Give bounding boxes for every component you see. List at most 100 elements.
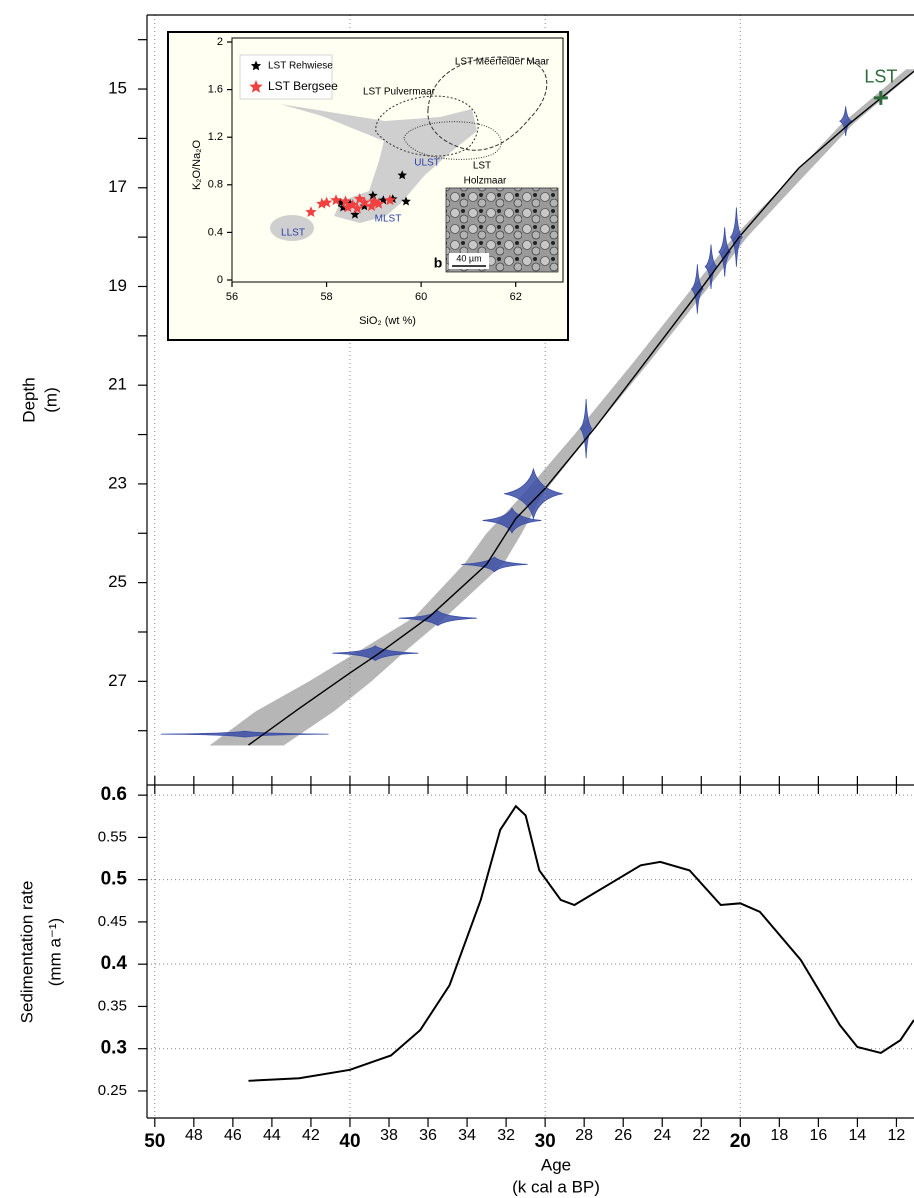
x-tick-label: 42 (302, 1127, 320, 1144)
annotation: MLST (375, 214, 402, 225)
date-distribution (690, 264, 704, 314)
scale-bar-label: 40 µm (456, 253, 481, 263)
y-tick-label: 17 (108, 177, 127, 196)
tephra-marker (873, 90, 888, 105)
plot-area (248, 804, 914, 1082)
legend-label: LST Rehwiese (268, 61, 333, 72)
x-axis-label: Age (541, 1155, 571, 1174)
y-tick-label: 0.35 (98, 997, 127, 1014)
data-point (359, 201, 370, 211)
plot-area (160, 69, 914, 746)
x-tick-label: 30 (535, 1131, 556, 1152)
x-tick-label: 20 (730, 1131, 751, 1152)
x-tick-label: 60 (415, 291, 427, 303)
y-tick-label: 0.45 (98, 913, 127, 930)
y-tick-label: 21 (108, 375, 127, 394)
inset-plot-frame (231, 37, 564, 283)
date-distribution (332, 645, 419, 662)
y-axis-label: (mm a⁻¹) (45, 918, 64, 986)
data-point (368, 195, 380, 207)
x-tick-label: 34 (458, 1127, 476, 1144)
data-point (365, 200, 378, 212)
y-axis-label: K₂O/Na₂O (191, 140, 203, 191)
date-distribution (579, 398, 593, 459)
data-point (384, 194, 396, 206)
annotation: LST (473, 161, 491, 172)
data-point (320, 196, 333, 208)
pulvermaar-field (375, 95, 479, 157)
scale-bar-box (449, 253, 489, 269)
x-tick-label: 46 (224, 1127, 242, 1144)
x-tick-label: 58 (320, 291, 332, 303)
y-tick-label: 0.25 (98, 1082, 127, 1099)
y-tick-label: 0.4 (208, 226, 223, 238)
tephra-label: LST (864, 67, 897, 87)
data-point (305, 206, 317, 217)
date-distribution (160, 730, 329, 738)
y-tick-label: 19 (108, 276, 127, 295)
inset: 56 58 60 62 0 0.4 0.8 1.2 1.6 2 SiO₂ (wt %) K₂O/Na₂… (167, 31, 569, 341)
age-depth-model (248, 70, 914, 746)
x-tick-label: 14 (849, 1127, 867, 1144)
x-tick-label: 24 (653, 1127, 671, 1144)
rate-line (248, 804, 914, 1082)
age-depth-panel: LST 15 17 19 21 23 25 27 Depth (m) (19, 39, 914, 746)
x-tick-label: 18 (770, 1127, 788, 1144)
annotation: LST Meerfelder Maar (455, 57, 550, 68)
y-tick-label: 0.4 (101, 953, 128, 974)
data-point (397, 170, 407, 180)
x-tick-label: 12 (888, 1127, 906, 1144)
y-tick-label: 0.6 (101, 784, 127, 805)
y-axis-label: Depth (19, 377, 38, 422)
llst-field (270, 215, 314, 241)
inset-box (167, 31, 569, 341)
annotation: LLST (281, 228, 305, 239)
date-distribution (482, 507, 542, 534)
data-point (372, 197, 385, 209)
x-axis-label: SiO₂ (wt %) (359, 315, 416, 327)
x-tick-label: 36 (419, 1127, 437, 1144)
x-tick-label: 32 (497, 1127, 515, 1144)
x-tick-label: 62 (510, 291, 522, 303)
legend-swatch (249, 80, 263, 93)
y-tick-label: 0.8 (208, 179, 223, 191)
x-tick-label: 38 (380, 1127, 398, 1144)
y-tick-label: 27 (108, 671, 127, 690)
date-distribution (730, 207, 743, 267)
x-tick-label: 44 (263, 1127, 281, 1144)
data-point (368, 190, 378, 200)
date-distribution (504, 467, 563, 521)
y-tick-label: 0 (217, 274, 223, 286)
data-point (354, 193, 366, 204)
x-tick-label: 50 (144, 1131, 165, 1152)
meerfelder-field (427, 56, 548, 151)
y-tick-label: 25 (108, 572, 127, 591)
data-point (342, 201, 354, 213)
data-point (330, 194, 342, 206)
annotation: LST Pulvermaar (363, 87, 436, 98)
x-tick-label: 28 (575, 1127, 593, 1144)
x-tick-label: 16 (809, 1127, 827, 1144)
y-tick-label: 1.6 (208, 84, 223, 96)
y-tick-label: 2 (217, 36, 223, 48)
legend-swatch (250, 60, 262, 71)
sedimentation-panel: 50 48 46 44 42 40 38 36 34 32 30 28 26 24 22 20 18 16 14 12… (17, 15, 914, 1196)
x-tick-label: 40 (339, 1131, 360, 1152)
y-tick-label: 0.3 (101, 1038, 127, 1059)
data-point (351, 202, 363, 214)
y-tick-label: 0.5 (101, 869, 128, 890)
y-tick-label: 0.55 (98, 828, 127, 845)
x-tick-label: 26 (614, 1127, 632, 1144)
annotation: Holzmaar (464, 176, 507, 187)
x-axis-label: (k cal a BP) (512, 1177, 600, 1196)
y-tick-label: 1.2 (208, 131, 223, 143)
y-tick-label: 23 (108, 473, 127, 492)
holzmaar-field (403, 121, 502, 160)
x-tick-label: 22 (692, 1127, 710, 1144)
legend-label: LST Bergsee (268, 79, 338, 93)
y-axis-label: (m) (41, 387, 60, 412)
annotation: ULST (414, 158, 440, 169)
date-distribution (718, 227, 732, 277)
y-axis-label: Sedimentation rate (17, 881, 36, 1024)
